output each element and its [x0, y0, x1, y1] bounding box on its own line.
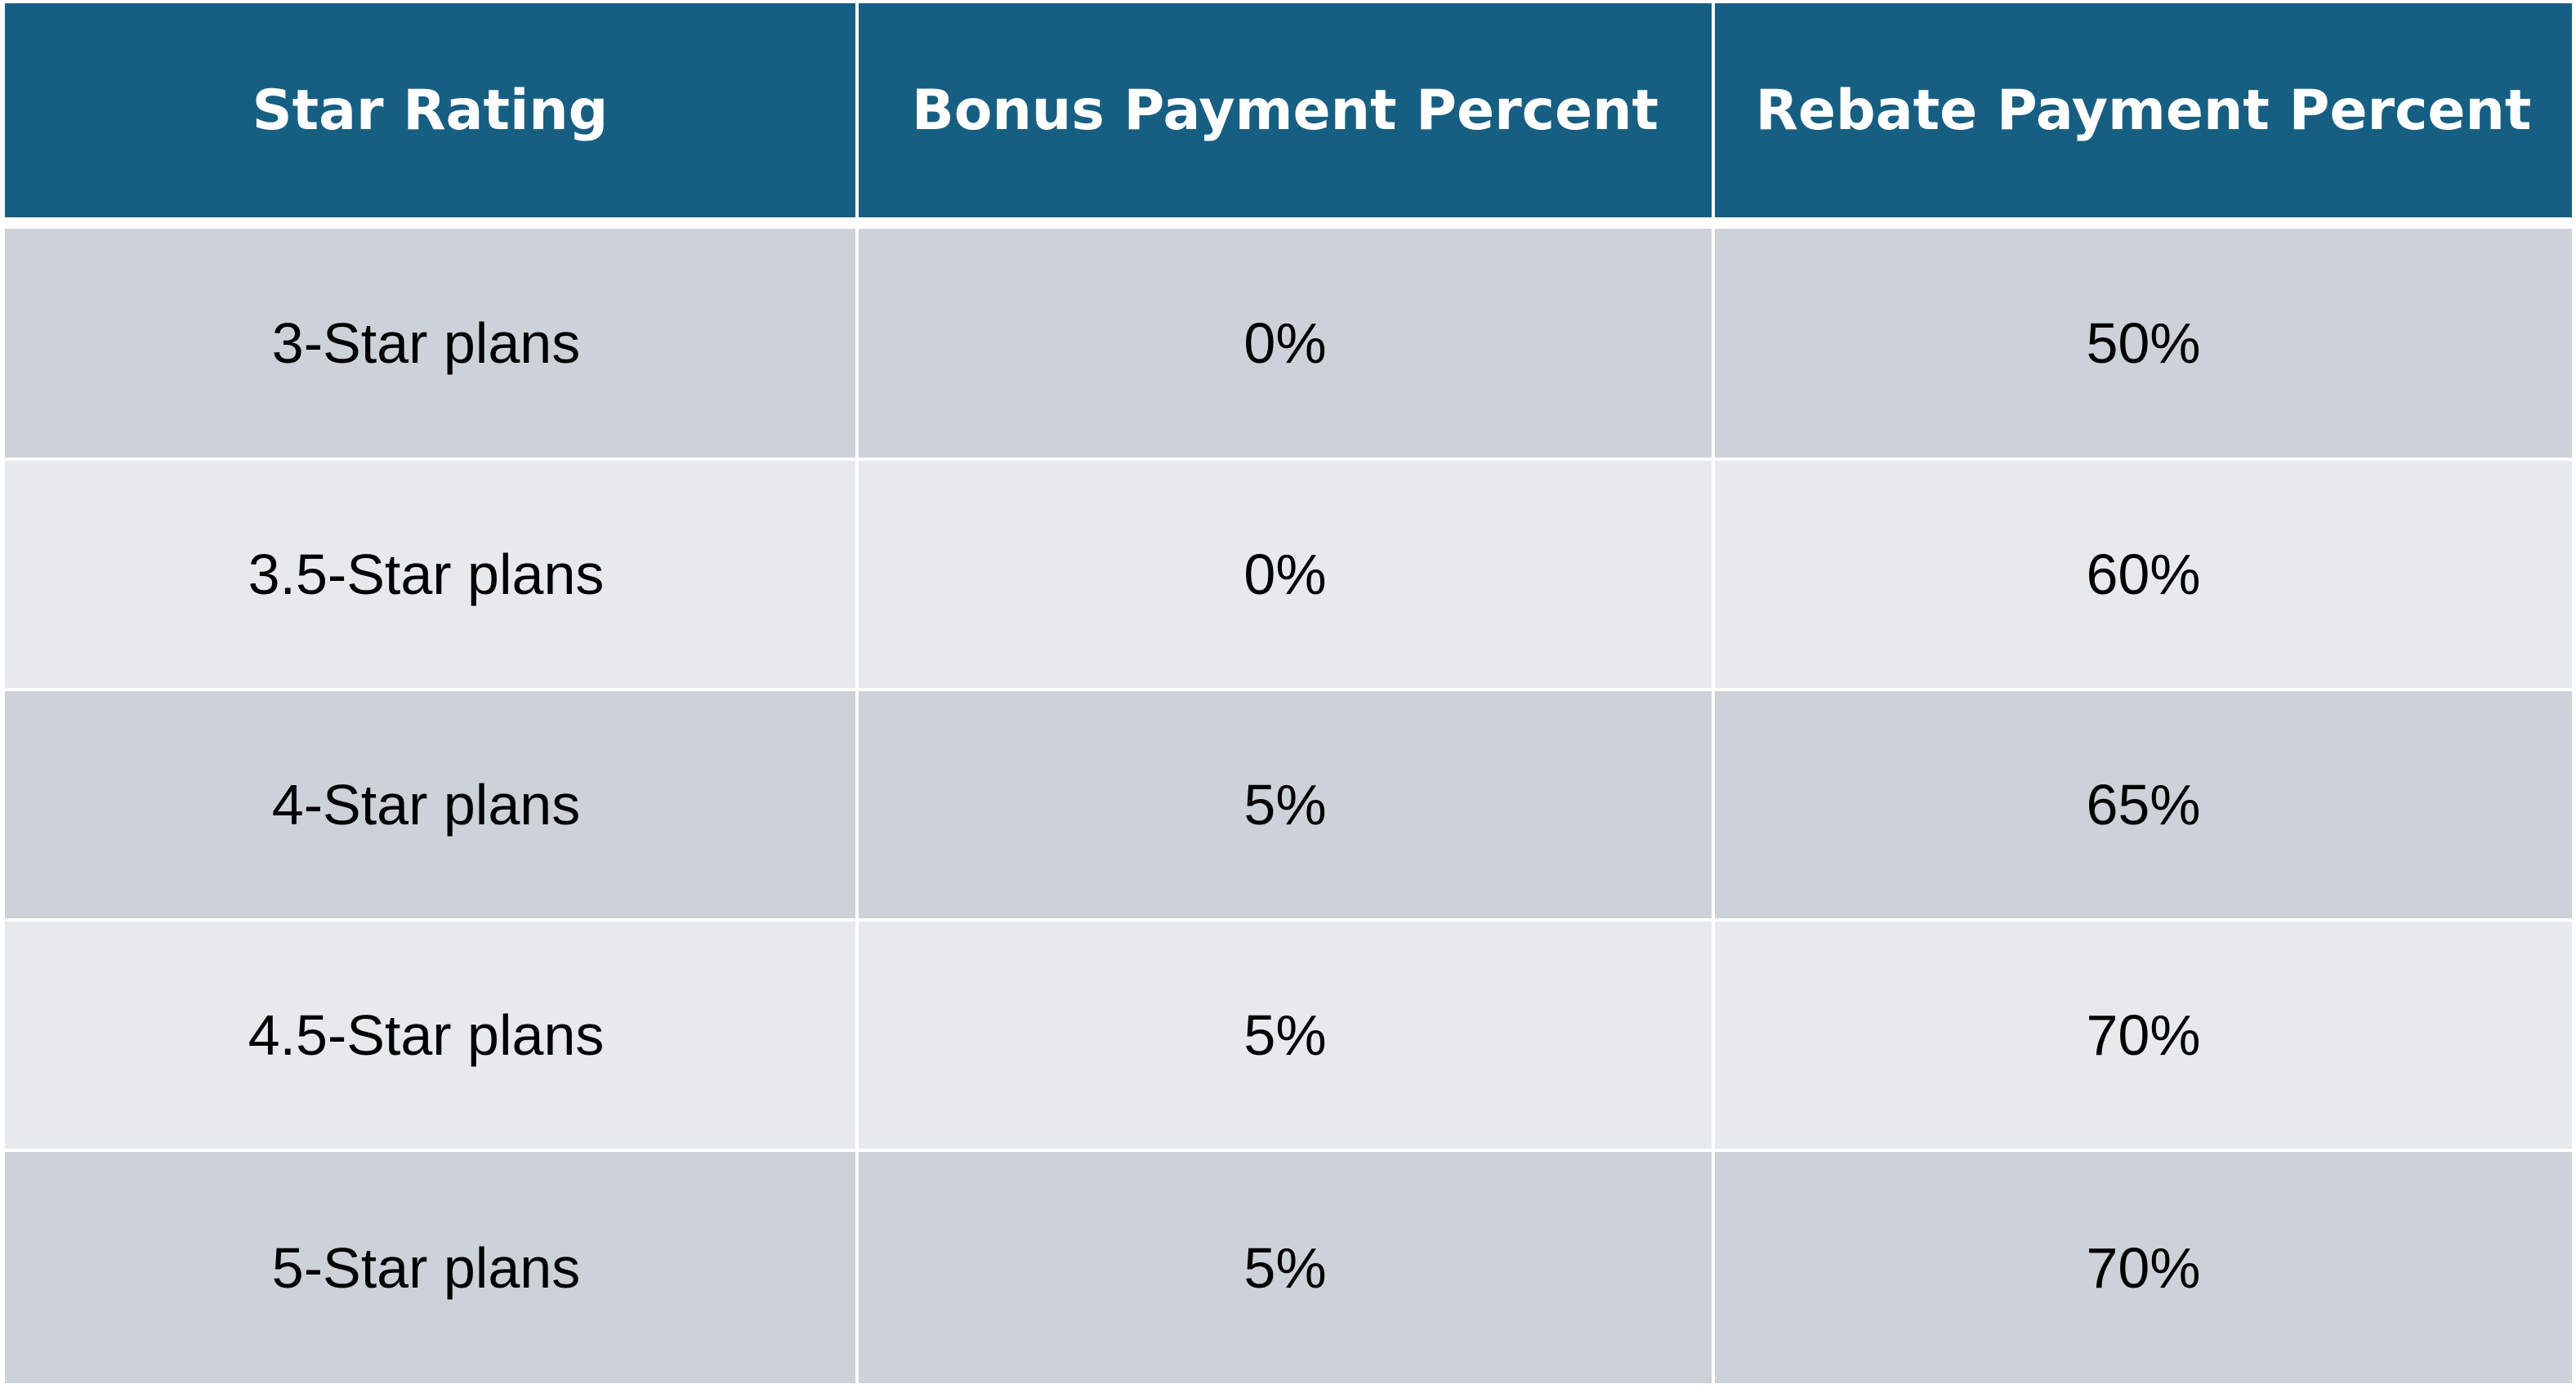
table-row-2-star-rating: 3.5-Star plans [5, 461, 859, 691]
table-row-1-rebate: 50% [1715, 229, 2572, 461]
table-row-1-bonus: 0% [859, 229, 1715, 461]
table-row-4-star-rating: 4.5-Star plans [5, 922, 859, 1152]
header-star-rating: Star Rating [5, 3, 859, 229]
table-row-3-bonus: 5% [859, 691, 1715, 922]
header-rebate-payment-percent: Rebate Payment Percent [1715, 3, 2572, 229]
table-row-5-rebate: 70% [1715, 1152, 2572, 1383]
table-row-4-bonus: 5% [859, 922, 1715, 1152]
payment-table: Star Rating Bonus Payment Percent Rebate… [5, 3, 2572, 1391]
table-row-4-rebate: 70% [1715, 922, 2572, 1152]
header-bonus-payment-percent: Bonus Payment Percent [859, 3, 1715, 229]
table-row-2-bonus: 0% [859, 461, 1715, 691]
table-row-2-rebate: 60% [1715, 461, 2572, 691]
table-row-5-star-rating: 5-Star plans [5, 1152, 859, 1383]
table-row-1-star-rating: 3-Star plans [5, 229, 859, 461]
table-row-3-star-rating: 4-Star plans [5, 691, 859, 922]
table-row-3-rebate: 65% [1715, 691, 2572, 922]
table-row-5-bonus: 5% [859, 1152, 1715, 1383]
